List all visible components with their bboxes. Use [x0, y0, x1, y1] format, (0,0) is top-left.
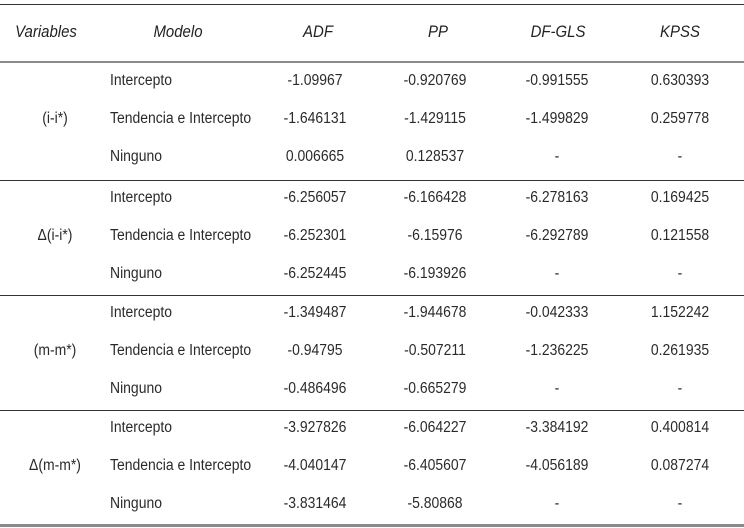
cell-pp: -6.405607 — [403, 457, 467, 474]
variable-label: Δ(m-m*) — [29, 457, 81, 474]
cell-pp: -1.944678 — [403, 304, 467, 321]
cell-modelo: Tendencia e Intercepto — [110, 227, 252, 244]
group-divider — [0, 295, 744, 296]
header-variables: Variables — [15, 22, 77, 41]
cell-adf: -4.040147 — [283, 457, 347, 474]
cell-modelo: Intercepto — [110, 419, 173, 436]
cell-modelo: Intercepto — [110, 189, 173, 206]
cell-pp: -6.193926 — [403, 265, 467, 282]
header-adf: ADF — [303, 22, 333, 41]
cell-modelo: Tendencia e Intercepto — [110, 110, 252, 127]
cell-adf: -1.09967 — [287, 72, 343, 89]
cell-pp: -6.064227 — [403, 419, 467, 436]
cell-kpss: 0.121558 — [650, 227, 710, 244]
bottom-rule — [0, 524, 744, 527]
cell-adf: -3.831464 — [283, 495, 347, 512]
cell-dfgls: -1.236225 — [525, 342, 589, 359]
cell-dfgls: -6.278163 — [525, 189, 589, 206]
cell-dfgls: -1.499829 — [525, 110, 589, 127]
cell-adf: 0.006665 — [285, 148, 345, 165]
cell-kpss: 0.261935 — [650, 342, 710, 359]
header-modelo: Modelo — [153, 22, 203, 41]
cell-modelo: Intercepto — [110, 304, 173, 321]
header-pp: PP — [428, 22, 448, 41]
header-rule — [0, 61, 744, 63]
cell-kpss: 0.169425 — [650, 189, 710, 206]
cell-dfgls: - — [554, 265, 560, 282]
cell-dfgls: -4.056189 — [525, 457, 589, 474]
cell-kpss: - — [677, 495, 683, 512]
variable-label: Δ(i-i*) — [37, 227, 73, 244]
cell-dfgls: -3.384192 — [525, 419, 589, 436]
cell-adf: -6.252445 — [283, 265, 347, 282]
group-divider — [0, 410, 744, 411]
cell-adf: -6.252301 — [283, 227, 347, 244]
header-kpss: KPSS — [660, 22, 700, 41]
variable-label: (i-i*) — [42, 110, 68, 127]
variable-label: (m-m*) — [33, 342, 77, 359]
cell-pp: -6.166428 — [403, 189, 467, 206]
group-divider — [0, 180, 744, 181]
cell-dfgls: -0.042333 — [525, 304, 589, 321]
cell-pp: -5.80868 — [407, 495, 463, 512]
cell-pp: -0.665279 — [403, 380, 467, 397]
cell-kpss: 1.152242 — [650, 304, 710, 321]
cell-kpss: 0.259778 — [650, 110, 710, 127]
cell-dfgls: - — [554, 380, 560, 397]
cell-adf: -6.256057 — [283, 189, 347, 206]
cell-kpss: 0.087274 — [650, 457, 710, 474]
header-dfgls: DF-GLS — [530, 22, 586, 41]
cell-modelo: Intercepto — [110, 72, 173, 89]
cell-modelo: Ninguno — [110, 148, 162, 165]
cell-pp: -1.429115 — [404, 110, 466, 127]
cell-adf: -0.486496 — [283, 380, 347, 397]
cell-pp: -6.15976 — [407, 227, 463, 244]
cell-dfgls: - — [554, 148, 560, 165]
cell-dfgls: -6.292789 — [525, 227, 589, 244]
cell-dfgls: - — [554, 495, 560, 512]
cell-pp: -0.507211 — [404, 342, 466, 359]
cell-kpss: - — [677, 148, 683, 165]
top-rule — [0, 4, 744, 5]
cell-modelo: Ninguno — [110, 495, 162, 512]
cell-pp: -0.920769 — [403, 72, 467, 89]
cell-adf: -0.94795 — [287, 342, 343, 359]
cell-kpss: - — [677, 265, 683, 282]
cell-adf: -1.646131 — [283, 110, 347, 127]
cell-kpss: - — [677, 380, 683, 397]
cell-kpss: 0.400814 — [650, 419, 710, 436]
cell-pp: 0.128537 — [405, 148, 465, 165]
cell-modelo: Ninguno — [110, 265, 162, 282]
cell-adf: -1.349487 — [283, 304, 347, 321]
cell-adf: -3.927826 — [283, 419, 347, 436]
cell-modelo: Tendencia e Intercepto — [110, 457, 252, 474]
cell-kpss: 0.630393 — [650, 72, 710, 89]
cell-modelo: Tendencia e Intercepto — [110, 342, 252, 359]
cell-dfgls: -0.991555 — [525, 72, 589, 89]
cell-modelo: Ninguno — [110, 380, 162, 397]
